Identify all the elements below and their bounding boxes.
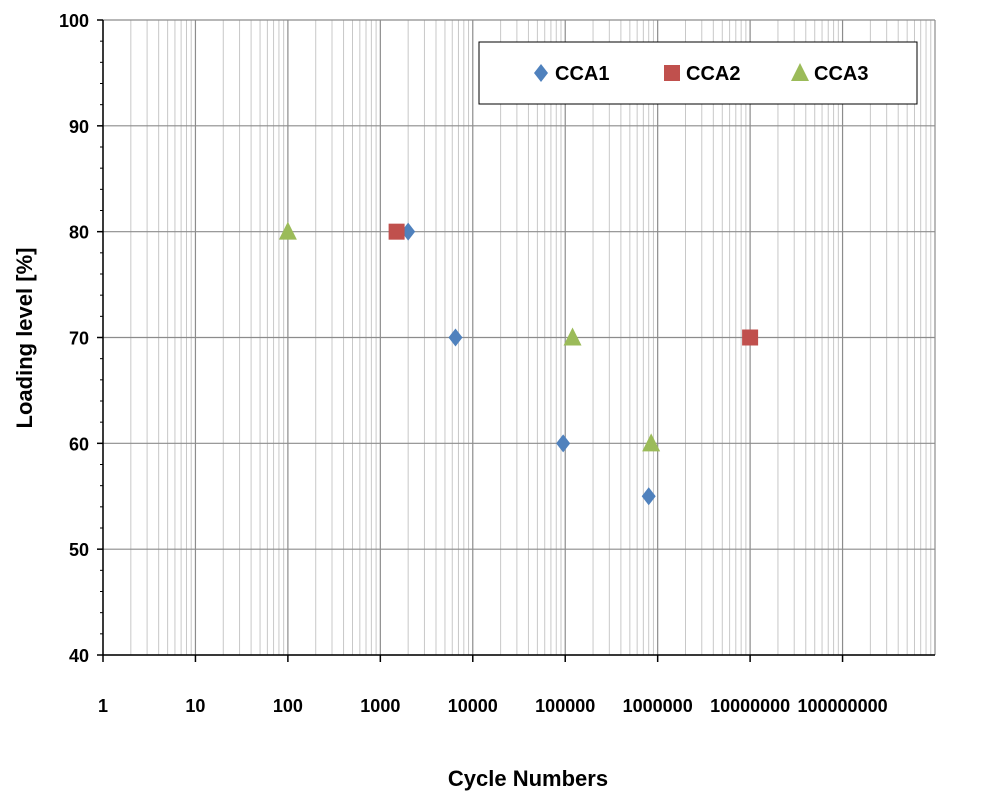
y-tick-label: 50	[69, 540, 89, 560]
x-tick-label: 10000000	[710, 696, 790, 716]
data-point-cca3	[278, 221, 297, 240]
legend-label-cca1: CCA1	[555, 63, 609, 85]
grid-layer	[102, 19, 936, 656]
legend-marker-cca1	[534, 64, 548, 82]
y-tick-label: 90	[69, 117, 89, 137]
legend-box	[478, 41, 918, 105]
legend-label-cca2: CCA2	[686, 63, 740, 85]
data-point-cca1	[401, 222, 416, 241]
y-tick-label: 70	[69, 329, 89, 349]
y-tick-label: 100	[59, 11, 89, 31]
data-point-cca2	[742, 329, 759, 346]
data-point-cca1	[641, 487, 656, 506]
y-axis-title: Loading level [%]	[12, 248, 37, 429]
x-tick-label: 100000	[535, 696, 595, 716]
legend-marker-cca2	[664, 65, 680, 81]
legend-label-cca3: CCA3	[814, 63, 868, 85]
data-point-cca1	[556, 434, 571, 453]
x-tick-label: 1000	[360, 696, 400, 716]
y-tick-label: 80	[69, 223, 89, 243]
x-tick-label: 1	[98, 696, 108, 716]
y-tick-label: 40	[69, 646, 89, 666]
data-points	[278, 221, 759, 506]
x-tick-label: 100	[273, 696, 303, 716]
x-tick-label: 1000000	[623, 696, 693, 716]
data-point-cca3	[642, 433, 661, 452]
x-tick-label: 10000	[448, 696, 498, 716]
y-tick-label: 60	[69, 434, 89, 454]
data-point-cca2	[388, 223, 405, 240]
data-point-cca1	[448, 328, 463, 347]
legend: CCA1 CCA2 CCA3	[478, 41, 918, 105]
x-tick-label: 100000000	[798, 696, 888, 716]
data-point-cca3	[563, 327, 582, 346]
x-axis-title: Cycle Numbers	[448, 766, 608, 791]
axes-layer	[97, 19, 935, 662]
legend-marker-cca3	[791, 63, 809, 81]
x-tick-label: 10	[185, 696, 205, 716]
